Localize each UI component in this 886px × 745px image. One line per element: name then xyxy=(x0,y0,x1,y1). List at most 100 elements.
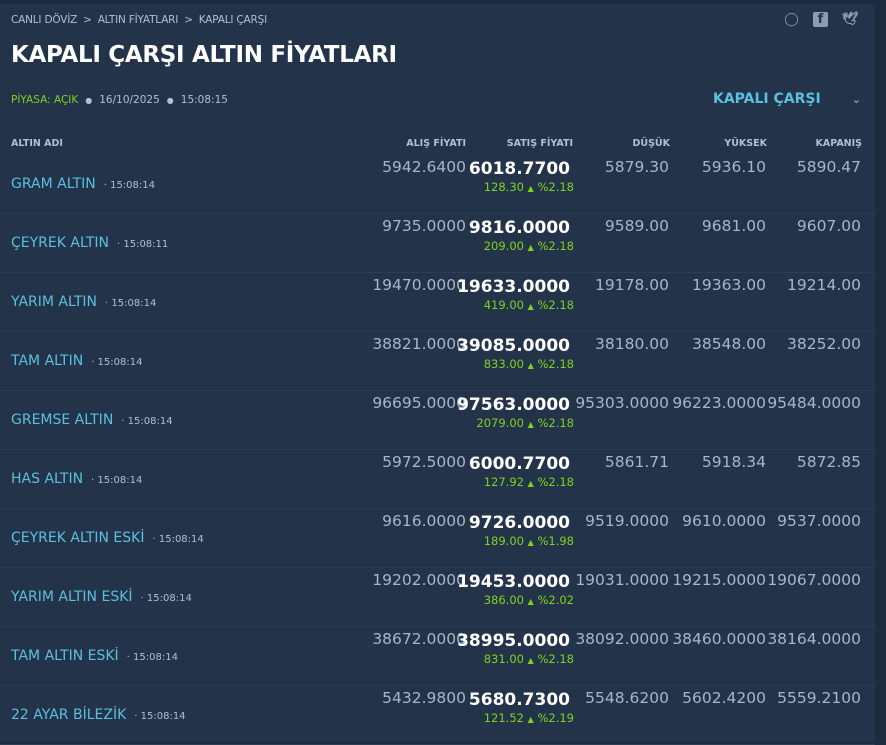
low-price: 19031.0000 xyxy=(575,571,669,589)
update-time: · 15:08:14 xyxy=(103,180,155,191)
gold-name[interactable]: YARIM ALTIN · 15:08:14 xyxy=(11,294,156,310)
breadcrumb-link[interactable]: CANLI DÖVİZ xyxy=(11,14,78,26)
twitter-icon[interactable]: 🕊 xyxy=(842,12,859,27)
breadcrumb: CANLI DÖVİZ > ALTIN FİYATLARI > KAPALI ÇARŞI xyxy=(11,14,267,26)
gold-name[interactable]: YARIM ALTIN ESKİ · 15:08:14 xyxy=(11,589,192,605)
breadcrumb-link[interactable]: ALTIN FİYATLARI xyxy=(97,14,179,26)
high-price: 5918.34 xyxy=(701,453,766,471)
table-row[interactable]: TAM ALTIN ESKİ · 15:08:14 38672.0000 3899… xyxy=(0,627,875,686)
col-name: ALTIN ADI xyxy=(11,138,63,149)
gold-name-link[interactable]: GRAM ALTIN xyxy=(11,176,96,192)
table-row[interactable]: HAS ALTIN · 15:08:14 5972.5000 6000.7700 … xyxy=(0,450,875,509)
low-price: 5879.30 xyxy=(604,158,669,176)
table-row[interactable]: YARIM ALTIN · 15:08:14 19470.0000 19633.0… xyxy=(0,273,875,332)
update-time: · 15:08:14 xyxy=(140,593,192,604)
gold-name-link[interactable]: TAM ALTIN xyxy=(11,353,84,369)
table-row[interactable]: ÇEYREK ALTIN ESKİ · 15:08:14 9616.0000 97… xyxy=(0,509,875,568)
update-time-value: 15:08:11 xyxy=(123,239,169,250)
change-value: 2079.00 xyxy=(476,416,524,430)
gold-name-link[interactable]: TAM ALTIN ESKİ xyxy=(11,648,119,664)
arrow-up-icon: ▲ xyxy=(527,361,534,370)
change-percent: %2.18 xyxy=(537,180,574,194)
update-time-value: 15:08:14 xyxy=(146,593,192,604)
gold-name-link[interactable]: HAS ALTIN xyxy=(11,471,84,487)
table-row[interactable]: 22 AYAR BİLEZİK · 15:08:14 5432.9800 5680… xyxy=(0,686,875,745)
gold-name-link[interactable]: ÇEYREK ALTIN ESKİ xyxy=(11,530,145,546)
gold-name[interactable]: TAM ALTIN · 15:08:14 xyxy=(11,353,142,369)
low-price: 38180.00 xyxy=(595,335,669,353)
gold-name-link[interactable]: ÇEYREK ALTIN xyxy=(11,235,109,251)
arrow-up-icon: ▲ xyxy=(527,538,534,547)
change-value: 127.92 xyxy=(483,475,524,489)
change: 189.00 ▲ %1.98 xyxy=(484,534,574,548)
gold-name[interactable]: GREMSE ALTIN · 15:08:14 xyxy=(11,412,173,428)
close-price: 5559.2100 xyxy=(777,689,861,707)
page-title: KAPALI ÇARŞI ALTIN FİYATLARI xyxy=(11,42,397,68)
change-percent: %2.19 xyxy=(537,711,574,725)
whatsapp-icon[interactable]: ◯ xyxy=(784,12,799,27)
sell-price: 6000.7700 xyxy=(468,454,570,474)
arrow-up-icon: ▲ xyxy=(527,479,534,488)
gold-name[interactable]: 22 AYAR BİLEZİK · 15:08:14 xyxy=(11,707,186,723)
low-price: 95303.0000 xyxy=(575,394,669,412)
change-value: 833.00 xyxy=(483,357,524,371)
col-low: DÜŞÜK xyxy=(632,138,670,149)
gold-name[interactable]: GRAM ALTIN · 15:08:14 xyxy=(11,176,155,192)
facebook-icon[interactable]: f xyxy=(813,12,828,27)
close-price: 9607.00 xyxy=(796,217,861,235)
change-percent: %1.98 xyxy=(537,534,574,548)
gold-name-link[interactable]: 22 AYAR BİLEZİK xyxy=(11,707,127,723)
change-value: 831.00 xyxy=(483,652,524,666)
table-row[interactable]: YARIM ALTIN ESKİ · 15:08:14 19202.0000 19… xyxy=(0,568,875,627)
sell-price: 6018.7700 xyxy=(468,159,570,179)
change: 127.92 ▲ %2.18 xyxy=(484,475,574,489)
gold-name[interactable]: ÇEYREK ALTIN · 15:08:11 xyxy=(11,235,168,251)
table-row[interactable]: GRAM ALTIN · 15:08:14 5942.6400 6018.7700… xyxy=(0,155,875,214)
table-row[interactable]: ÇEYREK ALTIN · 15:08:11 9735.0000 9816.00… xyxy=(0,214,875,273)
low-price: 9519.0000 xyxy=(585,512,669,530)
update-time: · 15:08:11 xyxy=(116,239,169,250)
close-price: 19214.00 xyxy=(787,276,861,294)
breadcrumb-current: KAPALI ÇARŞI xyxy=(198,14,267,26)
gold-name[interactable]: HAS ALTIN · 15:08:14 xyxy=(11,471,142,487)
change: 209.00 ▲ %2.18 xyxy=(484,239,574,253)
col-sell: SATIŞ FİYATI xyxy=(506,138,573,149)
buy-price: 5972.5000 xyxy=(382,453,466,471)
market-select-value: KAPALI ÇARŞI xyxy=(713,91,821,107)
update-time-value: 15:08:14 xyxy=(127,416,173,427)
table-row[interactable]: TAM ALTIN · 15:08:14 38821.0000 39085.000… xyxy=(0,332,875,391)
col-close: KAPANIŞ xyxy=(815,138,862,149)
change-percent: %2.18 xyxy=(537,357,574,371)
arrow-up-icon: ▲ xyxy=(527,715,534,724)
change: 419.00 ▲ %2.18 xyxy=(484,298,574,312)
change-percent: %2.18 xyxy=(537,416,574,430)
chevron-down-icon: ⌄ xyxy=(851,93,861,106)
update-time-value: 15:08:14 xyxy=(97,357,143,368)
update-time: · 15:08:14 xyxy=(152,534,204,545)
gold-name[interactable]: ÇEYREK ALTIN ESKİ · 15:08:14 xyxy=(11,530,204,546)
update-time: · 15:08:14 xyxy=(134,711,186,722)
gold-name[interactable]: TAM ALTIN ESKİ · 15:08:14 xyxy=(11,648,178,664)
close-price: 38164.0000 xyxy=(767,630,861,648)
market-select[interactable]: KAPALI ÇARŞI ⌄ xyxy=(713,91,861,107)
change-value: 419.00 xyxy=(483,298,524,312)
arrow-up-icon: ▲ xyxy=(527,597,534,606)
buy-price: 5432.9800 xyxy=(382,689,466,707)
update-time-value: 15:08:14 xyxy=(133,652,178,663)
update-time: · 15:08:14 xyxy=(126,652,178,663)
gold-name-link[interactable]: YARIM ALTIN ESKİ xyxy=(11,589,133,605)
table-row[interactable]: GREMSE ALTIN · 15:08:14 96695.0000 97563.… xyxy=(0,391,875,450)
change-percent: %2.18 xyxy=(537,475,574,489)
sell-price: 38995.0000 xyxy=(457,631,570,651)
sell-price: 97563.0000 xyxy=(457,395,570,415)
high-price: 5936.10 xyxy=(701,158,766,176)
gold-name-link[interactable]: GREMSE ALTIN xyxy=(11,412,114,428)
change-value: 121.52 xyxy=(483,711,524,725)
buy-price: 19470.0000 xyxy=(372,276,466,294)
arrow-up-icon: ▲ xyxy=(527,184,534,193)
col-high: YÜKSEK xyxy=(724,138,767,149)
market-status: PİYASA: AÇIK ● 16/10/2025 ● 15:08:15 xyxy=(11,94,228,106)
sell-price: 9726.0000 xyxy=(468,513,570,533)
sell-price: 39085.0000 xyxy=(457,336,570,356)
gold-name-link[interactable]: YARIM ALTIN xyxy=(11,294,98,310)
